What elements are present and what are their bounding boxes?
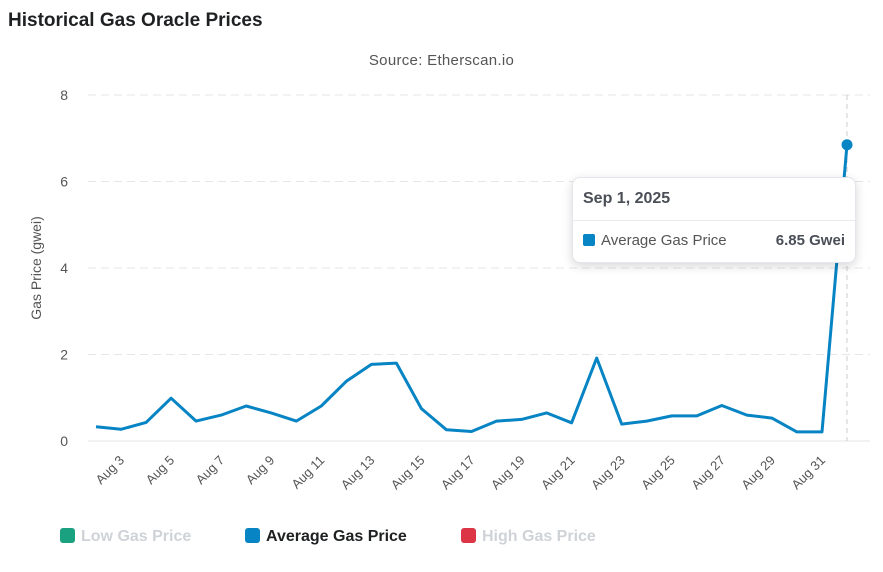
data-point[interactable] <box>217 411 225 419</box>
page-title: Historical Gas Oracle Prices <box>8 10 263 31</box>
data-point[interactable] <box>317 402 325 410</box>
y-tick-label: 2 <box>60 347 68 363</box>
data-point[interactable] <box>841 139 853 151</box>
data-point[interactable] <box>643 417 651 425</box>
y-tick-label: 0 <box>60 433 68 449</box>
x-tick-label: Aug 15 <box>388 453 428 493</box>
x-tick-label: Aug 3 <box>93 453 128 488</box>
data-point[interactable] <box>593 354 601 362</box>
x-tick-label: Aug 21 <box>538 453 578 493</box>
average-gas-price-points <box>92 139 853 436</box>
x-tick-label: Aug 5 <box>143 453 178 488</box>
x-tick-label: Aug 29 <box>738 453 778 493</box>
data-point[interactable] <box>167 394 175 402</box>
data-point[interactable] <box>392 359 400 367</box>
x-tick-label: Aug 19 <box>488 453 528 493</box>
legend-high-gas-price[interactable]: High Gas Price <box>461 528 596 546</box>
data-point[interactable] <box>292 417 300 425</box>
data-point[interactable] <box>117 425 125 433</box>
data-point[interactable] <box>668 412 676 420</box>
data-point[interactable] <box>92 423 100 431</box>
data-point[interactable] <box>442 426 450 434</box>
x-tick-label: Aug 17 <box>438 453 478 493</box>
data-point[interactable] <box>743 411 751 419</box>
tooltip-date: Sep 1, 2025 <box>573 178 855 221</box>
x-tick-label: Aug 11 <box>288 453 327 492</box>
legend-swatch-low <box>60 528 75 543</box>
x-tick-label: Aug 23 <box>588 453 628 493</box>
data-point[interactable] <box>793 428 801 436</box>
data-point[interactable] <box>267 409 275 417</box>
y-tick-label: 6 <box>60 174 68 190</box>
x-tick-label: Aug 27 <box>688 453 728 493</box>
data-point[interactable] <box>568 419 576 427</box>
tooltip-value: 6.85 Gwei <box>775 232 845 249</box>
legend-label-high: High Gas Price <box>482 528 596 545</box>
data-point[interactable] <box>718 402 726 410</box>
x-tick-label: Aug 31 <box>788 453 828 493</box>
chart-subtitle: Source: Etherscan.io <box>368 52 515 69</box>
data-point[interactable] <box>618 420 626 428</box>
data-point[interactable] <box>468 427 476 435</box>
data-point[interactable] <box>142 418 150 426</box>
x-axis-ticks: Aug 3 Aug 5 Aug 7 Aug 9 Aug 11 Aug 13 Aug 15 Au… <box>93 453 829 493</box>
data-point[interactable] <box>693 412 701 420</box>
y-tick-label: 8 <box>60 87 68 103</box>
legend-average-gas-price[interactable]: Average Gas Price <box>245 528 407 546</box>
tooltip-series-name: Average Gas Price <box>601 232 727 249</box>
data-point[interactable] <box>242 402 250 410</box>
tooltip-swatch <box>583 234 595 246</box>
x-tick-label: Aug 13 <box>338 453 378 493</box>
legend-swatch-average <box>245 528 260 543</box>
x-tick-label: Aug 7 <box>193 453 228 488</box>
data-point[interactable] <box>543 409 551 417</box>
y-axis-ticks: 0 2 4 6 8 <box>60 87 68 449</box>
tooltip-row: Average Gas Price 6.85 Gwei <box>573 221 855 261</box>
grid-lines <box>88 94 870 442</box>
x-tick-label: Aug 25 <box>638 453 678 493</box>
data-point[interactable] <box>417 405 425 413</box>
average-gas-price-line <box>95 144 849 434</box>
y-axis-label: Gas Price (gwei) <box>28 216 44 319</box>
data-point[interactable] <box>768 414 776 422</box>
y-tick-label: 4 <box>60 260 68 276</box>
legend-swatch-high <box>461 528 476 543</box>
chart-tooltip: Sep 1, 2025 Average Gas Price 6.85 Gwei <box>572 177 856 263</box>
data-point[interactable] <box>493 417 501 425</box>
x-tick-label: Aug 9 <box>243 453 278 488</box>
legend-label-low: Low Gas Price <box>81 528 192 545</box>
legend-label-average: Average Gas Price <box>266 528 407 545</box>
data-point[interactable] <box>518 415 526 423</box>
data-point[interactable] <box>367 360 375 368</box>
data-point[interactable] <box>342 377 350 385</box>
legend-low-gas-price[interactable]: Low Gas Price <box>60 528 191 546</box>
data-point[interactable] <box>192 417 200 425</box>
data-point[interactable] <box>818 428 826 436</box>
